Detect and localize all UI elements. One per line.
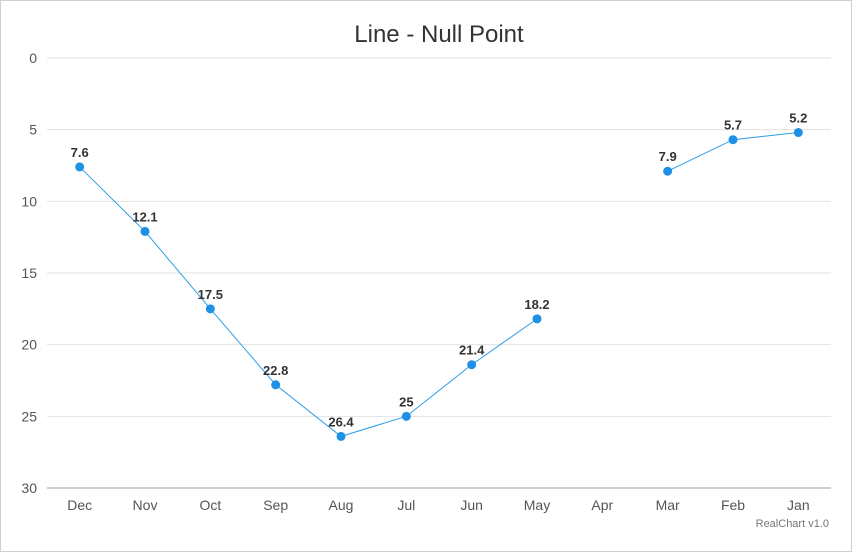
data-label: 22.8 [263,363,288,378]
data-point [793,128,803,138]
data-label: 5.2 [789,111,807,126]
series-line-segment [79,166,538,437]
data-point [205,304,215,314]
x-tick-label: May [524,497,550,513]
data-label: 25 [399,394,413,409]
x-tick-label: Jul [397,497,415,513]
data-label: 5.7 [724,118,742,133]
x-tick-label: Dec [67,497,92,513]
x-tick-label: Oct [199,497,221,513]
x-tick-label: Feb [721,497,745,513]
x-tick-label: Nov [133,497,158,513]
x-tick-label: Jun [460,497,483,513]
chart-credit: RealChart v1.0 [756,518,829,530]
chart-title: Line - Null Point [354,21,524,48]
y-tick-label: 30 [21,480,37,496]
x-tick-label: Sep [263,497,288,513]
x-tick-label: Mar [656,497,680,513]
x-tick-label: Apr [591,497,613,513]
data-point [532,314,542,324]
grid-lines [47,57,831,489]
data-label: 7.6 [71,145,89,160]
data-point [728,135,738,145]
y-tick-label: 15 [21,265,37,281]
data-point [140,226,150,236]
data-point [401,411,411,421]
data-label: 18.2 [524,297,549,312]
data-point [663,166,673,176]
series-lines [79,132,799,437]
data-point [336,431,346,441]
data-label: 26.4 [328,414,354,429]
y-axis-ticks: 0 5 10 15 20 25 30 [21,50,37,496]
data-label: 17.5 [198,287,223,302]
y-tick-label: 0 [29,50,37,66]
data-points [75,128,803,441]
x-axis-ticks: Dec Nov Oct Sep Aug Jul Jun May Apr Mar Feb Jan [67,497,809,513]
y-tick-label: 10 [21,193,37,209]
data-label: 7.9 [659,149,677,164]
data-point [271,380,281,390]
data-point [75,162,85,172]
data-label: 21.4 [459,343,485,358]
y-tick-label: 5 [29,122,37,138]
x-tick-label: Aug [329,497,354,513]
data-label: 12.1 [132,209,157,224]
y-tick-label: 20 [21,337,37,353]
x-tick-label: Jan [787,497,810,513]
data-point [467,360,477,370]
y-tick-label: 25 [21,408,37,424]
data-labels: 7.6 12.1 17.5 22.8 26.4 25 21.4 18.2 7.9 5.7 5.2 [71,111,808,430]
